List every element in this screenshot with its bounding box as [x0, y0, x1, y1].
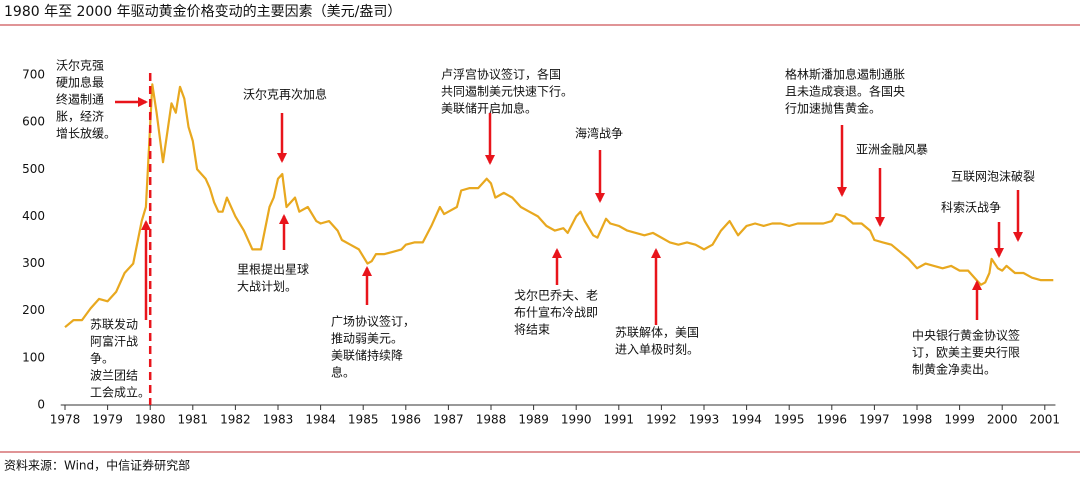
x-tick-label: 1992 — [646, 413, 677, 427]
annotation: 大战计划。 — [237, 280, 297, 294]
x-tick-label: 2001 — [1030, 413, 1061, 427]
y-tick-label: 200 — [22, 303, 45, 317]
annotation: 硬加息最 — [56, 75, 104, 90]
annotation: 互联网泡沫破裂 — [951, 169, 1035, 184]
x-tick-label: 1999 — [944, 413, 975, 427]
y-tick-label: 100 — [22, 350, 45, 364]
x-tick-label: 1996 — [817, 413, 848, 427]
x-tick-label: 1985 — [348, 413, 379, 427]
annotation: 订，欧美主要央行限 — [912, 346, 1020, 360]
annotation: 布什宣布冷战即 — [514, 305, 598, 320]
annotation: 科索沃战争 — [941, 201, 1001, 215]
annotation: 波兰团结 — [90, 369, 138, 383]
x-tick-label: 1981 — [178, 413, 209, 427]
x-tick-label: 2000 — [987, 413, 1018, 427]
annotation: 息。 — [331, 365, 355, 380]
annotation: 卢浮宫协议签订，各国 — [441, 67, 561, 82]
annotation: 行加速抛售黄金。 — [785, 101, 881, 116]
y-tick-label: 500 — [22, 162, 45, 176]
price-line — [64, 83, 1054, 329]
x-tick-label: 1987 — [433, 413, 464, 427]
annotation: 美联储持续降 — [331, 348, 403, 363]
annotation: 中央银行黄金协议签 — [912, 328, 1020, 343]
y-tick-label: 600 — [22, 115, 45, 129]
y-tick-label: 300 — [22, 256, 45, 270]
annotation: 沃尔克强 — [56, 58, 104, 73]
annotation: 戈尔巴乔夫、老 — [514, 288, 598, 303]
y-tick-label: 0 — [37, 398, 45, 412]
annotation: 制黄金净卖出。 — [912, 362, 996, 377]
annotation: 广场协议签订， — [331, 314, 415, 329]
x-tick-label: 1997 — [859, 413, 890, 427]
x-tick-label: 1990 — [561, 413, 592, 427]
x-tick-label: 1995 — [774, 413, 805, 427]
annotation: 将结束 — [514, 323, 550, 337]
annotation: 终遏制通 — [56, 92, 104, 107]
annotation: 美联储开启加息。 — [441, 101, 537, 116]
x-tick-label: 1998 — [902, 413, 933, 427]
annotation: 里根提出星球 — [237, 262, 309, 277]
x-tick-label: 1986 — [391, 413, 422, 427]
x-tick-label: 1982 — [220, 413, 251, 427]
annotation: 争。 — [90, 352, 114, 366]
x-tick-label: 1979 — [92, 413, 123, 427]
x-tick-label: 1988 — [476, 413, 507, 427]
x-tick-label: 1994 — [731, 413, 762, 427]
annotation: 苏联解体，美国 — [615, 326, 699, 340]
x-tick-label: 1983 — [263, 413, 294, 427]
annotation: 苏联发动 — [90, 317, 138, 332]
x-tick-label: 1993 — [689, 413, 720, 427]
annotation: 格林斯潘加息遏制通胀 — [785, 67, 905, 82]
annotation: 且未造成衰退。各国央 — [785, 84, 905, 99]
annotation: 增长放缓。 — [56, 126, 116, 141]
annotation: 沃尔克再次加息 — [243, 87, 327, 102]
source-note: 资料来源：Wind，中信证券研究部 — [4, 458, 190, 473]
x-tick-label: 1978 — [50, 413, 81, 427]
x-tick-label: 1980 — [135, 413, 166, 427]
y-tick-label: 400 — [22, 209, 45, 223]
x-tick-label: 1984 — [305, 413, 336, 427]
annotation: 胀，经济 — [56, 109, 104, 124]
annotation: 阿富汗战 — [90, 334, 138, 349]
annotation: 共同遏制美元快速下行。 — [441, 85, 573, 99]
y-tick-label: 700 — [22, 68, 45, 82]
annotation: 工会成立。 — [90, 385, 150, 400]
annotation: 推动弱美元。 — [331, 332, 403, 346]
x-tick-label: 1991 — [604, 413, 635, 427]
x-tick-label: 1989 — [518, 413, 549, 427]
chart-title: 1980 年至 2000 年驱动黄金价格变动的主要因素（美元/盎司） — [4, 3, 401, 20]
annotation: 亚洲金融风暴 — [856, 142, 928, 157]
annotation: 海湾战争 — [575, 126, 623, 141]
annotation: 进入单极时刻。 — [615, 343, 699, 357]
